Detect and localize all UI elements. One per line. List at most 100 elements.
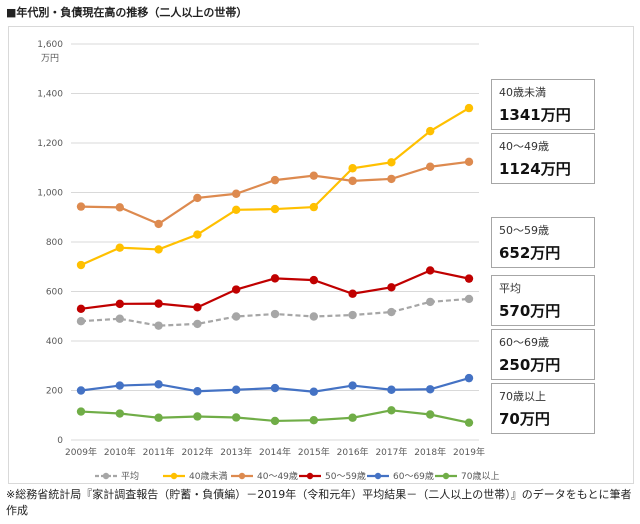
data-point-4-0 <box>76 386 86 395</box>
data-point-2-10 <box>464 157 474 167</box>
callout-average: 平均 570万円 <box>491 275 595 326</box>
callout-60s-value: 250万円 <box>499 356 561 374</box>
data-point-3-9 <box>426 266 435 275</box>
legend-label-1: 40歳未満 <box>189 470 227 482</box>
data-point-1-10 <box>464 103 474 113</box>
data-point-5-7 <box>348 413 357 422</box>
callout-40s-label: 40～49歳 <box>499 140 549 153</box>
data-point-4-1 <box>115 381 125 390</box>
y-tick-label-200: 200 <box>46 387 63 397</box>
x-tick-label-8: 2017年 <box>375 446 407 458</box>
data-point-2-6 <box>309 171 318 180</box>
legend-marker-3 <box>306 472 314 480</box>
legend-marker-0 <box>102 472 110 480</box>
data-point-5-10 <box>464 418 474 427</box>
x-tick-label-1: 2010年 <box>104 446 136 458</box>
data-point-2-8 <box>387 174 396 184</box>
callout-over70-value: 70万円 <box>499 410 550 428</box>
data-point-1-6 <box>309 202 318 212</box>
data-point-2-0 <box>76 202 86 211</box>
data-point-1-7 <box>348 164 357 173</box>
callout-60s: 60～69歳 250万円 <box>491 329 595 380</box>
data-point-0-5 <box>270 309 280 319</box>
callout-average-value: 570万円 <box>499 302 561 320</box>
series-line-1 <box>80 107 470 267</box>
legend-label-4: 60～69歳 <box>393 470 434 482</box>
data-point-2-7 <box>348 176 357 186</box>
data-point-0-10 <box>464 294 474 304</box>
data-point-0-9 <box>426 297 435 307</box>
data-point-0-3 <box>193 319 202 329</box>
y-tick-label-600: 600 <box>46 288 63 298</box>
data-point-1-3 <box>193 230 202 239</box>
data-point-0-7 <box>348 310 357 320</box>
callout-over70: 70歳以上 70万円 <box>491 383 595 434</box>
x-tick-label-10: 2019年 <box>453 446 485 458</box>
callout-50s-value: 652万円 <box>499 244 561 262</box>
data-point-4-2 <box>154 380 163 389</box>
data-point-2-3 <box>193 193 202 203</box>
data-point-3-6 <box>309 275 318 285</box>
legend-marker-4 <box>374 472 382 480</box>
data-point-5-8 <box>387 406 396 415</box>
data-point-3-10 <box>464 274 474 283</box>
data-point-5-5 <box>270 416 280 426</box>
data-point-4-5 <box>270 383 280 393</box>
data-point-0-4 <box>232 312 241 321</box>
data-point-5-1 <box>115 409 125 418</box>
y-tick-label-800: 800 <box>46 238 63 248</box>
callout-50s-label: 50～59歳 <box>499 224 549 237</box>
data-point-3-1 <box>115 299 125 309</box>
data-point-4-3 <box>193 387 202 396</box>
callout-over70-label: 70歳以上 <box>499 390 546 403</box>
legend-label-3: 50～59歳 <box>325 470 366 482</box>
callout-under40-value: 1341万円 <box>499 106 571 124</box>
data-point-5-2 <box>154 413 163 422</box>
data-point-5-0 <box>76 407 86 416</box>
data-point-5-4 <box>232 413 241 422</box>
line-chart: 0 200 400 600 800 1,000 1,200 1,400 1,600 万円 2009年… <box>37 40 499 482</box>
data-point-3-7 <box>348 289 357 298</box>
data-point-3-4 <box>232 285 241 294</box>
data-point-5-9 <box>426 410 435 419</box>
data-point-5-3 <box>193 412 202 421</box>
data-point-0-2 <box>154 321 163 330</box>
data-point-1-1 <box>115 243 125 252</box>
data-point-3-8 <box>387 283 396 292</box>
data-point-2-4 <box>232 189 241 198</box>
x-tick-label-3: 2012年 <box>181 446 213 458</box>
callout-40s: 40～49歳 1124万円 <box>491 133 595 184</box>
legend-marker-5 <box>442 472 450 480</box>
data-point-4-7 <box>348 381 357 390</box>
data-point-4-9 <box>426 385 435 394</box>
data-point-1-2 <box>154 245 163 254</box>
x-tick-label-7: 2016年 <box>337 446 369 458</box>
data-point-1-8 <box>387 158 396 167</box>
y-tick-label-1000: 1,000 <box>37 189 63 199</box>
y-tick-label-1200: 1,200 <box>37 139 63 149</box>
data-point-2-1 <box>115 203 125 212</box>
data-point-3-3 <box>193 303 202 312</box>
x-tick-label-4: 2013年 <box>220 446 252 458</box>
callout-under40-label: 40歳未満 <box>499 86 546 99</box>
callout-40s-value: 1124万円 <box>499 160 571 178</box>
y-tick-label-1600: 1,600 <box>37 40 63 50</box>
y-tick-label-400: 400 <box>46 337 63 347</box>
data-point-4-10 <box>464 373 474 383</box>
data-point-3-0 <box>76 304 86 314</box>
x-tick-label-9: 2018年 <box>414 446 446 458</box>
source-footnote: ※総務省統計局『家計調査報告（貯蓄・負債編）－2019年（令和元年）平均結果－（… <box>6 488 632 517</box>
data-point-4-6 <box>309 387 318 396</box>
x-tick-label-6: 2015年 <box>298 446 330 458</box>
data-point-4-4 <box>232 385 241 394</box>
y-tick-label-0: 0 <box>57 436 63 446</box>
data-point-1-9 <box>426 126 435 136</box>
x-tick-label-0: 2009年 <box>65 446 97 458</box>
callout-average-label: 平均 <box>499 282 521 295</box>
data-point-3-2 <box>154 299 163 308</box>
data-point-1-5 <box>270 204 280 214</box>
data-point-0-8 <box>387 307 396 317</box>
data-point-1-0 <box>76 260 86 270</box>
y-tick-label-1400: 1,400 <box>37 90 63 100</box>
legend-marker-2 <box>238 472 246 480</box>
